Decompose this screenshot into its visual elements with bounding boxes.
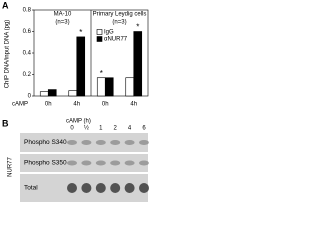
bar (125, 77, 135, 97)
panel-label: B (2, 118, 9, 128)
legend-swatch (96, 29, 103, 35)
band (81, 183, 92, 193)
bar (96, 77, 106, 97)
bar (76, 36, 86, 97)
panel-label: A (2, 0, 9, 10)
group-label: Primary Leydig cells (93, 12, 147, 18)
band (67, 140, 77, 145)
band (95, 140, 106, 145)
x-tick-label: 0h (45, 102, 52, 108)
band (81, 160, 92, 166)
lane-label: ½ (84, 125, 89, 132)
band (139, 140, 149, 145)
band (110, 160, 121, 166)
lane-label: 2 (114, 126, 118, 132)
y-axis-label: ChIP DNA/input DNA (pg) (5, 20, 11, 89)
legend-label: αNUR77 (104, 37, 128, 43)
x-tick-label: 0h (102, 102, 109, 108)
band (110, 183, 121, 193)
lane-label: 1 (99, 126, 103, 132)
row-label: Phospho S340 (24, 139, 67, 146)
group-n: (n=3) (112, 20, 126, 26)
lane-label: 4 (128, 126, 132, 132)
band (124, 160, 135, 166)
bar (39, 91, 49, 97)
y-tick-label: 0 (28, 94, 32, 100)
x-axis-label: cAMP (12, 102, 28, 108)
y-tick-label: 0.2 (23, 72, 32, 78)
y-tick-label: 0.8 (23, 8, 32, 14)
band (139, 160, 149, 166)
lane-label: 0 (70, 126, 74, 132)
row-label: Phospho S350 (24, 160, 67, 167)
protein-label: NUR77 (8, 157, 14, 177)
legend-swatch (96, 36, 103, 42)
annotation: * (100, 69, 103, 78)
annotation: * (79, 28, 82, 37)
y-tick-label: 0.4 (23, 51, 32, 57)
bar (104, 77, 114, 97)
row-label: Total (24, 185, 38, 192)
x-tick-label: 4h (130, 102, 137, 108)
group-label: MA-10 (54, 12, 72, 18)
band (139, 183, 149, 193)
bar (68, 90, 78, 97)
group-n: (n=3) (55, 20, 69, 26)
figure: A B ChIP DNA/input DNA (pg) cAMP cAMP (h… (2, 0, 149, 202)
treatment-label: cAMP (h) (66, 119, 91, 125)
x-tick-label: 4h (73, 102, 80, 108)
band (95, 160, 106, 166)
bar (133, 31, 143, 97)
lane-label: 6 (142, 126, 146, 132)
y-tick-label: 0.6 (23, 29, 32, 35)
band (110, 140, 121, 145)
legend-label: IgG (104, 30, 114, 36)
band (67, 160, 77, 166)
band (124, 183, 135, 193)
band (67, 183, 77, 193)
annotation: * (136, 23, 139, 32)
band (95, 183, 106, 193)
band (124, 140, 135, 145)
band (81, 140, 92, 145)
bar (47, 89, 57, 97)
